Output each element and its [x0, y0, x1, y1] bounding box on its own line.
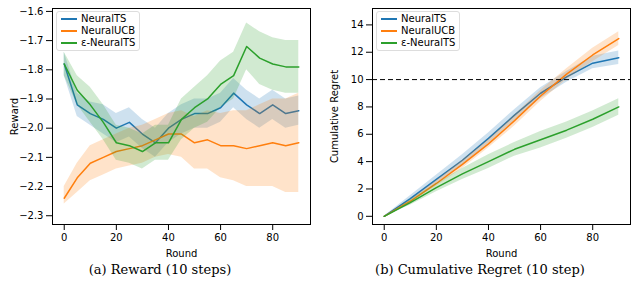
svg-text:80: 80	[586, 232, 599, 243]
svg-text:20: 20	[430, 232, 443, 243]
svg-text:Round: Round	[486, 248, 518, 259]
html-text:NeuralUCB: NeuralUCB	[81, 25, 136, 36]
svg-text:−1.9: −1.9	[19, 93, 43, 104]
svg-text:14: 14	[351, 19, 364, 30]
html-text:NeuralUCB: NeuralUCB	[401, 25, 456, 36]
svg-text:−2.1: −2.1	[19, 152, 43, 163]
html-text:ε-NeuralTS: ε-NeuralTS	[81, 37, 136, 48]
svg-text:80: 80	[266, 232, 279, 243]
svg-text:40: 40	[162, 232, 175, 243]
svg-text:4: 4	[357, 156, 363, 167]
svg-text:Round: Round	[166, 248, 198, 259]
html-text:(a) Reward (10 steps): (a) Reward (10 steps)	[88, 262, 232, 277]
html-text:NeuralTS: NeuralTS	[81, 13, 127, 24]
svg-text:−2.3: −2.3	[19, 210, 43, 221]
html-text:NeuralTS: NeuralTS	[401, 13, 447, 24]
svg-text:−2.2: −2.2	[19, 181, 43, 192]
html-text:(b) Cumulative Regret (10 step: (b) Cumulative Regret (10 step)	[375, 262, 585, 277]
svg-text:2: 2	[357, 183, 363, 194]
html-text:ε-NeuralTS: ε-NeuralTS	[401, 37, 456, 48]
svg-text:Cumulative Regret: Cumulative Regret	[329, 70, 340, 163]
svg-text:−1.8: −1.8	[19, 64, 43, 75]
svg-text:6: 6	[357, 128, 363, 139]
svg-text:20: 20	[110, 232, 123, 243]
svg-text:Reward: Reward	[9, 98, 20, 135]
svg-text:0: 0	[357, 210, 363, 221]
svg-text:10: 10	[351, 74, 364, 85]
svg-text:−1.6: −1.6	[19, 6, 43, 17]
svg-text:12: 12	[351, 46, 364, 57]
svg-text:60: 60	[214, 232, 227, 243]
svg-text:40: 40	[482, 232, 495, 243]
svg-text:8: 8	[357, 101, 363, 112]
svg-text:−2.0: −2.0	[19, 122, 43, 133]
svg-text:0: 0	[61, 232, 67, 243]
svg-text:60: 60	[534, 232, 547, 243]
svg-text:0: 0	[381, 232, 387, 243]
svg-text:−1.7: −1.7	[19, 35, 43, 46]
